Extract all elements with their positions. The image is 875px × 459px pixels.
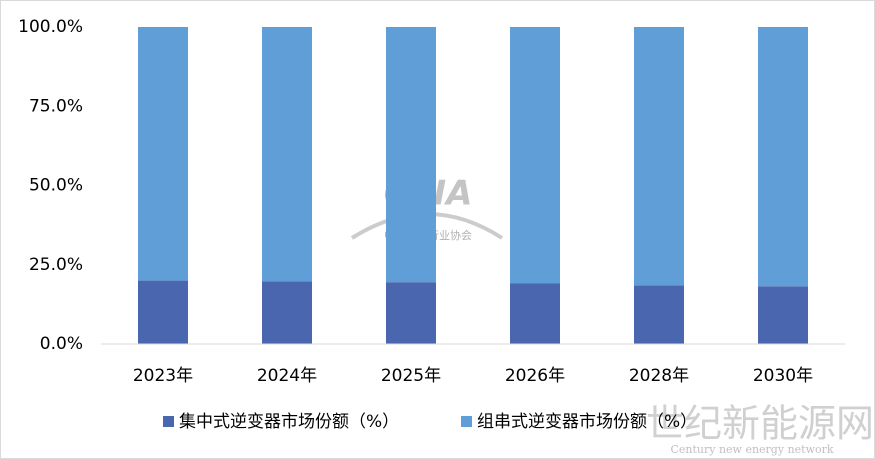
bar-segment (386, 27, 436, 283)
y-tick-label: 50.0% (29, 176, 83, 196)
bar-segment (386, 282, 436, 344)
bar-segment (510, 283, 560, 344)
x-tick-label: 2030年 (753, 366, 813, 386)
bar-segment (758, 27, 808, 287)
legend-swatch (461, 416, 472, 427)
bar-segment (262, 281, 312, 344)
x-tick-label: 2025年 (381, 366, 441, 386)
y-tick-label: 100.0% (18, 17, 83, 37)
legend-swatch (163, 416, 174, 427)
x-tick-label: 2023年 (133, 366, 193, 386)
watermark: Century new energy network (670, 443, 833, 456)
x-tick-label: 2028年 (629, 366, 689, 386)
bar-segment (510, 27, 560, 284)
x-tick-label: 2026年 (505, 366, 565, 386)
legend-label: 集中式逆变器市场份额（%） (179, 412, 399, 432)
bar-segment (634, 27, 684, 286)
y-tick-label: 25.0% (29, 255, 83, 275)
y-tick-label: 75.0% (29, 96, 83, 116)
x-tick-label: 2024年 (257, 366, 317, 386)
bar-segment (634, 285, 684, 344)
legend-label: 组串式逆变器市场份额（%） (477, 412, 697, 432)
watermark: 世纪新能源网 (646, 402, 874, 446)
bar-segment (138, 280, 188, 344)
bar-segment (758, 286, 808, 344)
bar-segment (262, 27, 312, 282)
y-tick-label: 0.0% (40, 334, 83, 354)
bar-segment (138, 27, 188, 281)
